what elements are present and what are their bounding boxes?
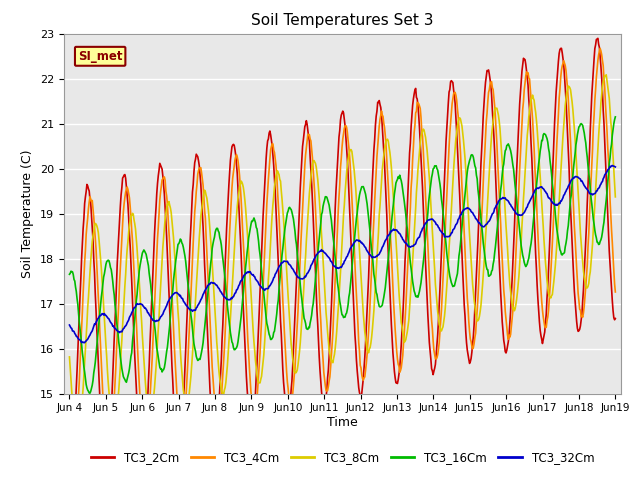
X-axis label: Time: Time: [327, 416, 358, 429]
Y-axis label: Soil Temperature (C): Soil Temperature (C): [22, 149, 35, 278]
Legend: TC3_2Cm, TC3_4Cm, TC3_8Cm, TC3_16Cm, TC3_32Cm: TC3_2Cm, TC3_4Cm, TC3_8Cm, TC3_16Cm, TC3…: [86, 446, 599, 469]
Title: Soil Temperatures Set 3: Soil Temperatures Set 3: [251, 13, 434, 28]
Text: SI_met: SI_met: [78, 50, 122, 63]
